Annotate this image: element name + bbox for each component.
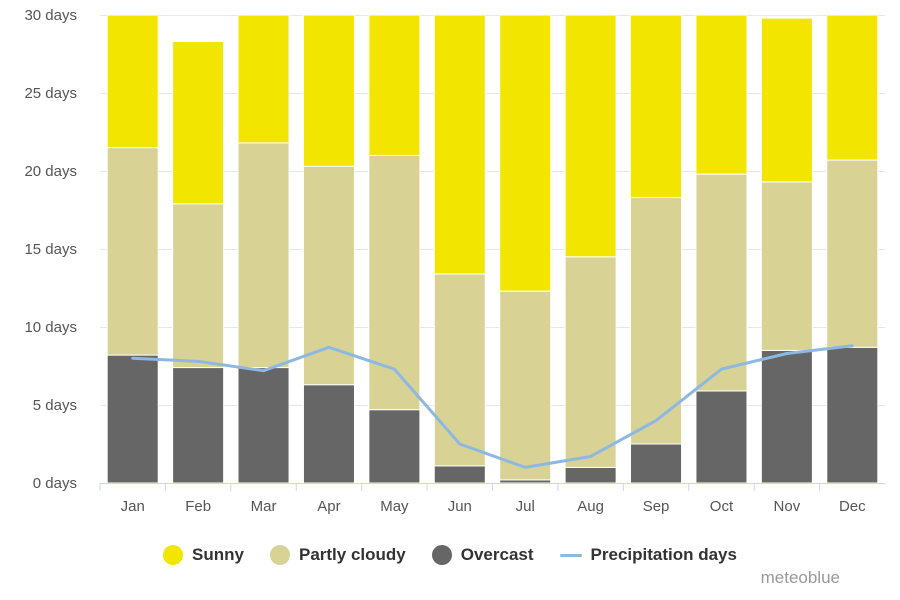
credit-label[interactable]: meteoblue	[760, 568, 840, 587]
bar-overcast-oct[interactable]	[695, 390, 748, 484]
bar-overcast-feb[interactable]	[172, 367, 225, 484]
bars	[106, 14, 879, 484]
x-tick-label-jun: Jun	[448, 498, 472, 515]
bar-overcast-may[interactable]	[368, 409, 421, 484]
legend-swatch-partly-cloudy	[269, 545, 290, 565]
y-tick-label: 5 days	[33, 397, 77, 414]
legend-label-overcast: Overcast	[460, 545, 534, 564]
bar-partly-cloudy-jan[interactable]	[106, 147, 159, 356]
bar-overcast-jan[interactable]	[106, 354, 159, 484]
x-tick-label-nov: Nov	[774, 498, 801, 515]
bar-partly-cloudy-jun[interactable]	[433, 273, 486, 467]
bar-sunny-apr[interactable]	[302, 14, 355, 167]
x-tick-label-mar: Mar	[251, 498, 277, 515]
cloud-cover-chart: 0 days 5 days 10 days 15 days 20 days 25 days…	[24, 7, 885, 515]
bar-overcast-aug[interactable]	[564, 466, 617, 484]
bar-partly-cloudy-feb[interactable]	[172, 203, 225, 369]
legend-item-sunny[interactable]: Sunny	[163, 545, 244, 565]
bar-overcast-dec[interactable]	[826, 346, 879, 484]
bar-partly-cloudy-sep[interactable]	[630, 197, 683, 445]
y-tick-label: 30 days	[24, 7, 77, 24]
bar-sunny-dec[interactable]	[826, 14, 879, 161]
y-axis-ticks: 0 days 5 days 10 days 15 days 20 days 25 days…	[24, 7, 77, 492]
bar-sunny-feb[interactable]	[172, 41, 225, 205]
y-tick-label: 20 days	[24, 163, 77, 180]
bar-overcast-mar[interactable]	[237, 367, 290, 484]
bar-overcast-jun[interactable]	[433, 465, 486, 484]
bar-sunny-nov[interactable]	[760, 17, 813, 183]
bar-sunny-aug[interactable]	[564, 14, 617, 258]
bar-sunny-may[interactable]	[368, 14, 421, 156]
y-tick-label: 0 days	[33, 475, 77, 492]
grid-lines	[100, 15, 885, 406]
bar-sunny-sep[interactable]	[630, 14, 683, 199]
y-tick-label: 15 days	[24, 241, 77, 258]
bar-partly-cloudy-mar[interactable]	[237, 142, 290, 369]
y-tick-label: 10 days	[24, 319, 77, 336]
x-tick-label-feb: Feb	[185, 498, 211, 515]
x-tick-label-aug: Aug	[577, 498, 604, 515]
precipitation-line[interactable]	[131, 344, 854, 469]
x-tick-label-jul: Jul	[516, 498, 535, 515]
legend-item-overcast[interactable]: Overcast	[431, 545, 534, 565]
x-tick-label-apr: Apr	[317, 498, 340, 515]
bar-sunny-mar[interactable]	[237, 14, 290, 144]
x-tick-label-dec: Dec	[839, 498, 866, 515]
legend-swatch-precipitation	[559, 553, 582, 557]
bar-sunny-jul[interactable]	[499, 14, 552, 292]
legend-item-partly-cloudy[interactable]: Partly cloudy	[269, 545, 406, 565]
legend: Sunny Partly cloudy Overcast Precipitati…	[0, 541, 900, 569]
bar-partly-cloudy-may[interactable]	[368, 154, 421, 411]
bar-partly-cloudy-oct[interactable]	[695, 173, 748, 392]
legend-swatch-sunny	[163, 545, 184, 565]
x-tick-label-sep: Sep	[643, 498, 670, 515]
legend-item-precipitation[interactable]: Precipitation days	[559, 545, 737, 565]
legend-label-precipitation: Precipitation days	[590, 545, 737, 564]
bar-overcast-apr[interactable]	[302, 384, 355, 484]
x-tick-label-jan: Jan	[121, 498, 145, 515]
bar-sunny-jun[interactable]	[433, 14, 486, 275]
bar-partly-cloudy-dec[interactable]	[826, 159, 879, 348]
y-tick-label: 25 days	[24, 85, 77, 102]
legend-swatch-overcast	[431, 545, 452, 565]
bar-partly-cloudy-aug[interactable]	[564, 256, 617, 468]
legend-label-sunny: Sunny	[192, 545, 244, 564]
x-tick-label-may: May	[380, 498, 409, 515]
x-tick-label-oct: Oct	[710, 498, 734, 515]
bar-sunny-oct[interactable]	[695, 14, 748, 175]
bar-overcast-sep[interactable]	[630, 443, 683, 484]
bar-partly-cloudy-jul[interactable]	[499, 290, 552, 481]
bar-partly-cloudy-nov[interactable]	[760, 181, 813, 351]
bar-overcast-nov[interactable]	[760, 349, 813, 484]
precipitation-line-group	[131, 344, 854, 469]
x-axis-ticks: Jan Feb Mar Apr May Jun Jul Aug Sep Oct Nov Dec	[99, 483, 866, 515]
bar-sunny-jan[interactable]	[106, 14, 159, 149]
legend-label-partly-cloudy: Partly cloudy	[298, 545, 406, 564]
